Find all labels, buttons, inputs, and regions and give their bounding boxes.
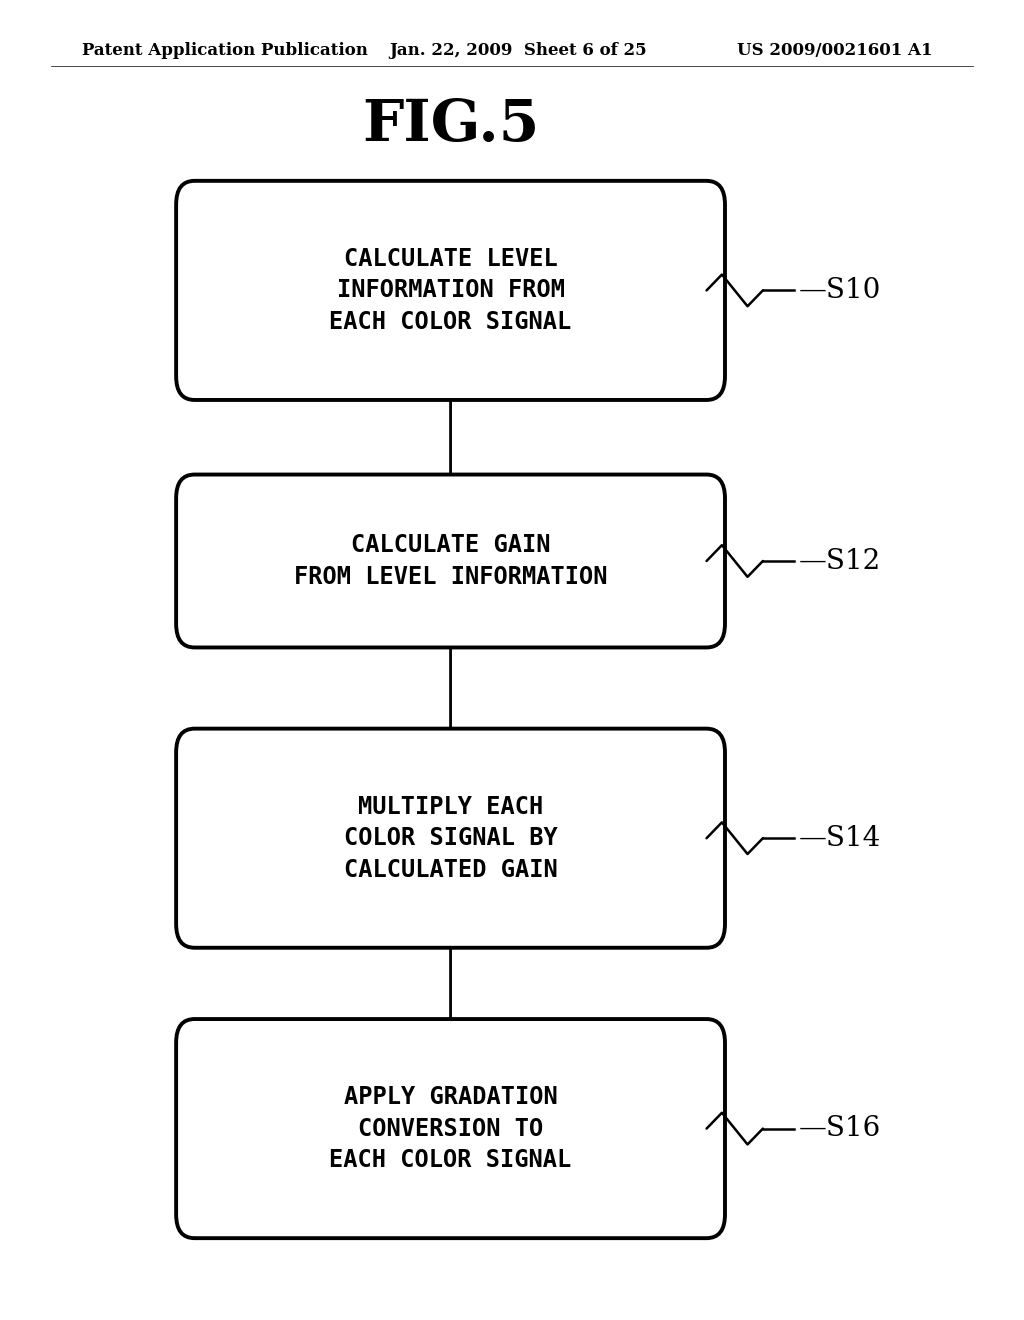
Text: FIG.5: FIG.5: [361, 98, 540, 153]
FancyBboxPatch shape: [176, 181, 725, 400]
FancyBboxPatch shape: [176, 1019, 725, 1238]
Text: Jan. 22, 2009  Sheet 6 of 25: Jan. 22, 2009 Sheet 6 of 25: [389, 42, 647, 58]
Text: —S12: —S12: [799, 548, 881, 574]
FancyBboxPatch shape: [176, 729, 725, 948]
Text: CALCULATE LEVEL
INFORMATION FROM
EACH COLOR SIGNAL: CALCULATE LEVEL INFORMATION FROM EACH CO…: [330, 247, 571, 334]
Text: —S16: —S16: [799, 1115, 881, 1142]
Text: US 2009/0021601 A1: US 2009/0021601 A1: [737, 42, 933, 58]
Text: MULTIPLY EACH
COLOR SIGNAL BY
CALCULATED GAIN: MULTIPLY EACH COLOR SIGNAL BY CALCULATED…: [344, 795, 557, 882]
Text: Patent Application Publication: Patent Application Publication: [82, 42, 368, 58]
Text: CALCULATE GAIN
FROM LEVEL INFORMATION: CALCULATE GAIN FROM LEVEL INFORMATION: [294, 533, 607, 589]
Text: —S14: —S14: [799, 825, 881, 851]
Text: —S10: —S10: [799, 277, 881, 304]
Text: APPLY GRADATION
CONVERSION TO
EACH COLOR SIGNAL: APPLY GRADATION CONVERSION TO EACH COLOR…: [330, 1085, 571, 1172]
FancyBboxPatch shape: [176, 475, 725, 648]
